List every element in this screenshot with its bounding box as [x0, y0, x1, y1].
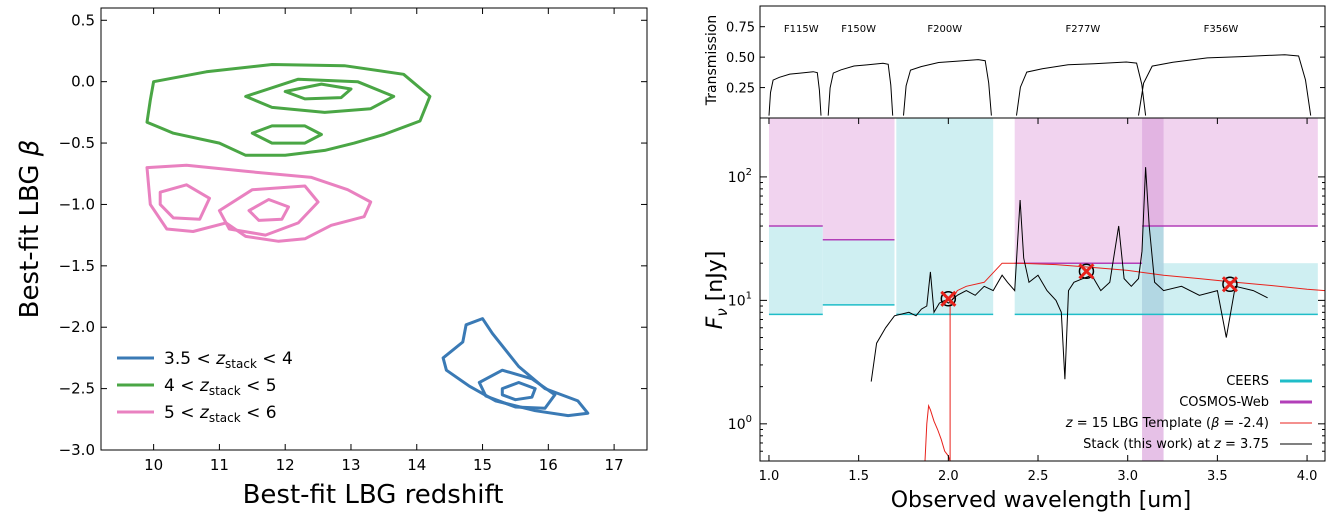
sed-y-tick-label: 100	[728, 414, 752, 433]
filter-label-F200W: F200W	[927, 24, 962, 35]
legend-label-cosmos: COSMOS-Web	[1179, 395, 1269, 410]
template-spectrum-line	[924, 262, 1326, 462]
filter-label-F115W: F115W	[784, 24, 819, 35]
contour-level-1-1	[244, 77, 396, 114]
overlap-band-ceers	[1142, 226, 1164, 315]
transmission-plot-frame	[759, 5, 1326, 119]
contour-legend-label: 5 < zstack < 6	[164, 403, 277, 425]
contour-panel: 10 11 12 13 14 15 16 17 0.5 0.0 −0.5 −1.0 −1.5 −2.0 −2…	[15, 7, 648, 510]
contour-legend-label: 4 < zstack < 5	[164, 376, 277, 398]
cosmos-depth-region	[768, 118, 823, 227]
photometry-marker-cross	[1221, 276, 1238, 293]
photometry-marker-circle	[1078, 263, 1095, 280]
cosmos-depth-region	[1142, 118, 1318, 227]
contour-level-2-1	[158, 183, 211, 221]
contour-x-tick-label: 13	[341, 456, 360, 474]
contour-y-tick-label: −2.0	[59, 318, 95, 336]
contour-x-tick-label: 11	[210, 456, 229, 474]
filter-curve-F356W	[1138, 54, 1312, 116]
legend-label-stack: Stack (this work) at z = 3.75	[1083, 437, 1269, 452]
sed-legend: CEERS COSMOS-Web z = 15 LBG Template (β …	[1065, 374, 1312, 452]
filter-label-F150W: F150W	[841, 24, 876, 35]
contour-y-tick-label: −3.0	[59, 441, 95, 459]
ceers-depth-region	[896, 118, 994, 315]
contour-y-tick-label: 0.5	[71, 11, 95, 29]
transmission-y-tick-label: 0.25	[726, 82, 755, 97]
contour-x-tick-label: 10	[144, 456, 163, 474]
contour-x-tick-label: 15	[473, 456, 492, 474]
transmission-y-tick-label: 0.50	[726, 51, 755, 66]
contour-level-0-1	[477, 368, 557, 410]
contour-x-tick-label: 16	[539, 456, 558, 474]
contour-x-tick-label: 12	[276, 456, 295, 474]
sed-y-axis-label: Fν [nJy]	[703, 251, 731, 330]
contour-legend: 3.5 < zstack < 4 4 < zstack < 5 5 < zstack…	[117, 349, 293, 425]
sed-x-tick-label: 1.5	[848, 469, 869, 484]
legend-label-template: z = 15 LBG Template (β = -2.4)	[1065, 416, 1269, 431]
sed-x-tick-label: 3.0	[1117, 469, 1138, 484]
contour-level-1-0	[145, 63, 432, 157]
contour-level-0-2	[500, 381, 537, 402]
sed-x-axis-label: Observed wavelength [um]	[891, 488, 1192, 513]
contour-y-tick-label: −2.5	[59, 380, 95, 398]
transmission-panel: F115W F150W F200W F277W F356W 0.25 0.50 0.75 T…	[704, 5, 1326, 119]
contour-x-tick-label: 14	[407, 456, 426, 474]
contour-level-1-3	[250, 124, 323, 145]
contour-level-2-0	[145, 163, 373, 243]
contour-x-axis-label: Best-fit LBG redshift	[243, 480, 504, 510]
ceers-depth-region	[1014, 263, 1318, 315]
filter-label-F277W: F277W	[1065, 24, 1100, 35]
sed-y-tick-label: 102	[728, 167, 752, 186]
contour-y-tick-label: −0.5	[59, 134, 95, 152]
contour-level-0-0	[441, 317, 590, 418]
contour-x-tick-label: 17	[605, 456, 624, 474]
stack-spectrum-line	[870, 167, 1268, 382]
transmission-y-axis-label: Transmission	[704, 15, 720, 106]
contour-y-tick-label: 0.0	[71, 73, 95, 91]
contour-y-tick-label: −1.0	[59, 195, 95, 213]
contour-y-tick-label: −1.5	[59, 257, 95, 275]
filter-curve-F200W	[903, 59, 992, 116]
sed-y-tick-label: 101	[728, 290, 752, 309]
ceers-depth-region	[822, 239, 895, 305]
filter-curve-F277W	[1016, 61, 1147, 116]
contour-level-1-2	[283, 82, 353, 101]
photometry-marker-circle	[1222, 276, 1238, 293]
contour-level-2-3	[247, 198, 290, 222]
photometry-marker-circle	[940, 291, 957, 307]
sed-panel: 1.0 1.5 2.0 2.5 3.0 3.5 4.0 100 101 102 Observed …	[703, 117, 1326, 513]
transmission-y-tick-label: 0.75	[726, 21, 755, 36]
cosmos-depth-region	[822, 118, 895, 240]
contour-y-axis-label: Best-fit LBG β	[15, 140, 45, 319]
filter-curve-F150W	[827, 62, 894, 116]
sed-x-tick-label: 3.5	[1207, 469, 1228, 484]
legend-label-ceers: CEERS	[1226, 374, 1269, 389]
cosmos-depth-region	[1014, 118, 1143, 264]
sed-x-tick-label: 4.0	[1297, 469, 1318, 484]
photometry-marker-cross	[1078, 263, 1095, 280]
sed-x-tick-label: 2.0	[938, 469, 959, 484]
sed-x-tick-label: 2.5	[1028, 469, 1049, 484]
filter-label-F356W: F356W	[1204, 24, 1239, 35]
sed-plot-frame	[759, 117, 1326, 462]
contour-plot-frame	[100, 7, 648, 451]
photometry-marker-cross	[940, 290, 957, 307]
sed-x-tick-label: 1.0	[759, 469, 780, 484]
ceers-depth-region	[768, 226, 823, 315]
contour-legend-label: 3.5 < zstack < 4	[164, 349, 293, 371]
filter-curve-F115W	[768, 71, 822, 116]
contour-level-2-2	[217, 184, 320, 237]
